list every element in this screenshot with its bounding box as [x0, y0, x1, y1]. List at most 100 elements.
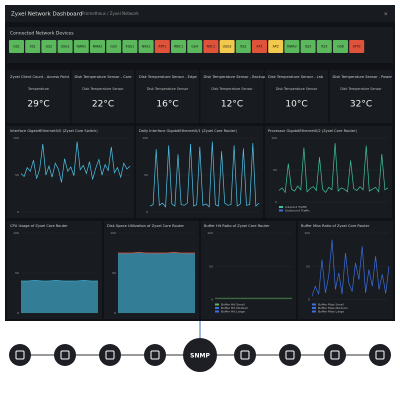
device-chip[interactable]	[203, 40, 219, 53]
device-icon	[369, 344, 391, 366]
y-tick-label: 50	[112, 271, 116, 275]
y-tick-label: 100	[271, 136, 277, 140]
device-icon	[279, 344, 301, 366]
y-tick-label: 100	[142, 136, 148, 140]
device-chip[interactable]	[284, 40, 300, 53]
device-label: GS5	[305, 45, 312, 49]
device-chip[interactable]	[154, 40, 170, 53]
device-label: NWA1	[77, 45, 87, 49]
area	[118, 252, 195, 313]
device-chip[interactable]	[25, 40, 41, 53]
device-label: NXC1	[207, 45, 216, 49]
stat-label: Disk Temperature Sensor	[340, 87, 382, 91]
series-line	[118, 251, 195, 254]
legend-swatch	[279, 206, 283, 208]
stat-value: 32°C	[350, 100, 372, 110]
snmp-label: SNMP	[190, 353, 210, 360]
legend-label: Buffer Hit Large	[221, 310, 245, 314]
device-label: AP2	[273, 45, 279, 49]
panel-title: Interface GigabitEthernet0/0 (Zyxel Core…	[10, 129, 98, 133]
y-tick-label: 0	[308, 298, 310, 302]
device-icon	[234, 344, 256, 366]
y-tick-label: 0	[17, 210, 19, 214]
device-chip[interactable]	[57, 40, 73, 53]
y-tick-label: 100	[13, 231, 19, 235]
stat-panel	[329, 70, 393, 123]
stat-panel	[136, 70, 199, 123]
y-tick-label: 0	[146, 210, 148, 214]
stat-value: 29°C	[27, 100, 49, 110]
device-chip[interactable]	[187, 40, 203, 53]
icon-glyph	[150, 350, 160, 360]
device-label: XS1	[30, 45, 36, 49]
device-label: XS2	[240, 45, 246, 49]
device-chip[interactable]	[235, 40, 251, 53]
panel-title: CPU Usage of Zyxel Core Router	[10, 224, 68, 228]
device-label: NWA2	[93, 45, 103, 49]
legend-swatch	[279, 209, 283, 212]
device-label: XGS1	[126, 45, 135, 49]
close-icon[interactable]: ✕	[384, 12, 388, 18]
device-label: WAC1	[174, 45, 183, 49]
device-label: USG1	[61, 45, 70, 49]
y-tick-label: 100	[110, 231, 116, 235]
icon-glyph	[60, 350, 70, 360]
chart-panel	[265, 126, 392, 218]
device-chip[interactable]	[300, 40, 316, 53]
stat-title: Disk Temperature Sensor - Core	[75, 75, 133, 79]
device-chip[interactable]	[138, 40, 154, 53]
panel-title: Disk Space Utilization of Zyxel Core Rou…	[107, 224, 185, 228]
icon-glyph	[240, 350, 250, 360]
device-icon	[144, 344, 166, 366]
stat-title: Disk Temperature Sensor - Backup	[204, 75, 267, 79]
device-chip[interactable]	[219, 40, 235, 53]
icon-glyph	[375, 350, 385, 360]
device-icon	[9, 344, 31, 366]
y-tick-label: 0	[211, 298, 213, 302]
y-tick-label: 100	[207, 231, 213, 235]
device-chip[interactable]	[268, 40, 284, 53]
y-tick-label: 0	[17, 311, 19, 315]
y-tick-label: 0	[114, 311, 116, 315]
device-label: NWA3	[287, 45, 297, 49]
stat-panel	[200, 70, 264, 123]
legend-label: Buffer Miss Small	[318, 303, 344, 307]
stat-value: 10°C	[285, 100, 307, 110]
device-label: USG2	[223, 45, 232, 49]
stat-title: Disk Temperature Sensor - Lab	[268, 75, 324, 79]
device-chip[interactable]	[9, 40, 24, 53]
y-tick-label: 50	[306, 264, 310, 268]
device-chip[interactable]	[106, 40, 122, 53]
device-label: XS3	[321, 45, 327, 49]
icon-glyph	[15, 350, 25, 360]
device-label: GS1	[13, 45, 20, 49]
device-chip[interactable]	[349, 40, 365, 53]
chart-panel	[7, 126, 134, 218]
device-chip[interactable]	[252, 40, 267, 53]
device-label: GS6	[337, 45, 344, 49]
y-tick-label: 50	[273, 168, 277, 172]
series-line	[311, 239, 390, 297]
device-chip[interactable]	[333, 40, 348, 53]
device-chip[interactable]	[90, 40, 105, 53]
stat-title: Disk Temperature Sensor - Edge	[139, 75, 198, 79]
device-chip[interactable]	[41, 40, 57, 53]
panel-title: Daily Interface GigabitEthernet0/1 (Zyxe…	[139, 129, 238, 133]
device-icon	[54, 344, 76, 366]
device-chip[interactable]	[316, 40, 332, 53]
legend-swatch	[215, 307, 219, 309]
dashboard-title: Zyxel Network Dashboard	[11, 12, 82, 18]
device-chip[interactable]	[73, 40, 89, 53]
y-tick-label: 50	[15, 173, 19, 177]
stat-panel	[265, 70, 328, 123]
legend-swatch	[215, 310, 219, 313]
panel-title: Processor GigabitEthernet0/2 (Zyxel Core…	[268, 129, 358, 133]
legend-label: Buffer Hit Small	[221, 303, 245, 307]
chart-panel	[201, 221, 296, 319]
legend-label: Buffer Miss Large	[318, 310, 344, 314]
snmp-hub	[183, 338, 217, 372]
device-chip[interactable]	[122, 40, 138, 53]
device-chip[interactable]	[171, 40, 186, 53]
